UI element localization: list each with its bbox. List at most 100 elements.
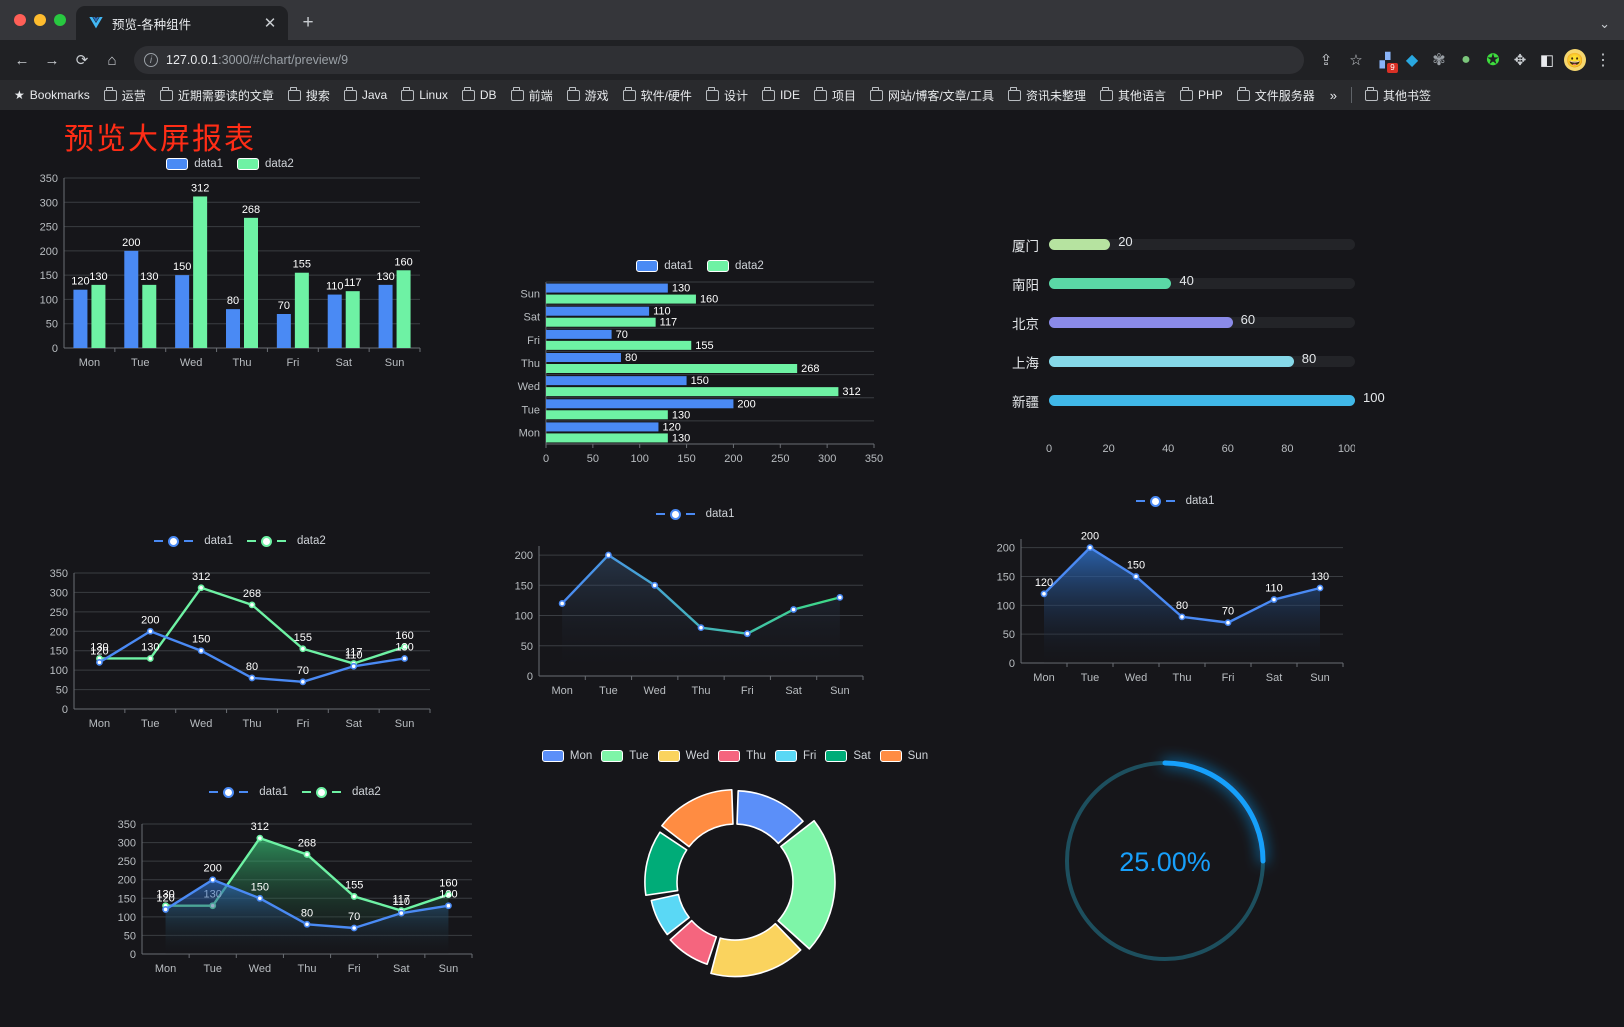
- address-bar[interactable]: i 127.0.0.1:3000/#/chart/preview/9: [134, 46, 1304, 74]
- svg-text:150: 150: [118, 893, 136, 905]
- bookmark-folder[interactable]: Java: [338, 85, 393, 105]
- svg-text:130: 130: [439, 889, 457, 901]
- legend-item-sat[interactable]: Sat: [825, 750, 871, 762]
- progress-track[interactable]: 60: [1049, 312, 1355, 328]
- back-button[interactable]: ←: [14, 51, 30, 69]
- bookmark-star-icon[interactable]: ☆: [1349, 52, 1363, 69]
- chart-gauge[interactable]: 25.00%: [1035, 735, 1295, 995]
- folder-icon: [1236, 87, 1250, 101]
- chart-area-single[interactable]: data1 0 50 100 150 200 Mon Tue Wed Thu Fri Sat Sun 1…: [985, 495, 1365, 710]
- legend-item-fri[interactable]: Fri: [774, 750, 816, 762]
- maximize-window-button[interactable]: [54, 14, 66, 26]
- progress-row[interactable]: 南阳 40: [995, 264, 1355, 303]
- browser-menu-icon[interactable]: ⋮: [1595, 52, 1611, 69]
- progress-row[interactable]: 上海 80: [995, 342, 1355, 381]
- bookmark-folder[interactable]: 资讯未整理: [1002, 84, 1092, 107]
- chart-donut-rose[interactable]: Mon Tue Wed Thu Fri Sat Sun: [541, 750, 928, 1010]
- legend-item-sun[interactable]: Sun: [879, 750, 928, 762]
- new-tab-button[interactable]: +: [302, 12, 314, 33]
- chevron-down-icon[interactable]: ⌄: [1599, 16, 1610, 31]
- bookmarks-overflow-button[interactable]: »: [1329, 87, 1337, 103]
- bookmark-label: 文件服务器: [1254, 88, 1315, 103]
- bookmarks-root[interactable]: ★ Bookmarks: [8, 85, 96, 105]
- svg-text:70: 70: [1222, 606, 1234, 618]
- bookmark-folder[interactable]: 设计: [700, 84, 754, 107]
- progress-row[interactable]: 新疆 100: [995, 381, 1385, 420]
- extension-grid-icon[interactable]: ▞ 9: [1372, 47, 1398, 73]
- chart-line-gradient[interactable]: data1 0 50 100 150 200 Mon Tue Wed Thu Fri Sat Sun: [505, 508, 885, 723]
- svg-text:Mon: Mon: [79, 357, 100, 369]
- svg-text:160: 160: [700, 294, 718, 306]
- svg-text:Tue: Tue: [203, 963, 222, 975]
- minimize-window-button[interactable]: [34, 14, 46, 26]
- chart-area-stacked[interactable]: data1 data2 0 50 100 150 200 250 300 350 Mon Tue W…: [100, 786, 490, 996]
- bookmark-folder[interactable]: 搜索: [282, 84, 336, 107]
- chart-line-two-series[interactable]: data1 data2 0 50 100 150 200 250 300 350 Mon Tue W…: [30, 535, 450, 750]
- legend-item-tue[interactable]: Tue: [601, 750, 649, 762]
- folder-icon: [1008, 87, 1021, 101]
- legend-line: [277, 540, 286, 542]
- svg-text:60: 60: [1222, 443, 1234, 455]
- reload-button[interactable]: ⟳: [75, 52, 89, 69]
- legend-item-data1[interactable]: data1: [166, 158, 223, 170]
- puzzle-icon[interactable]: ✥: [1513, 52, 1527, 69]
- bookmark-folder[interactable]: 前端: [505, 84, 559, 107]
- settings-gear-icon[interactable]: ✾: [1432, 52, 1446, 69]
- progress-track[interactable]: 80: [1049, 351, 1355, 367]
- svg-text:Fri: Fri: [348, 963, 361, 975]
- legend-item-data1[interactable]: data1: [636, 260, 693, 272]
- other-bookmarks-folder[interactable]: 其他书签: [1359, 84, 1437, 107]
- bookmark-folder[interactable]: Linux: [395, 85, 454, 105]
- circle-green-icon[interactable]: ●: [1461, 51, 1471, 68]
- bookmark-folder[interactable]: 运营: [98, 84, 152, 107]
- legend-item-data2[interactable]: data2: [302, 786, 381, 798]
- legend-item-thu[interactable]: Thu: [718, 750, 766, 762]
- bookmark-folder[interactable]: 近期需要读的文章: [154, 84, 280, 107]
- svg-text:50: 50: [521, 641, 533, 653]
- bookmark-folder[interactable]: PHP: [1174, 85, 1229, 105]
- close-tab-button[interactable]: ✕: [263, 15, 277, 32]
- bookmark-folder[interactable]: 其他语言: [1094, 84, 1172, 107]
- close-window-button[interactable]: [14, 14, 26, 26]
- avatar[interactable]: 😀: [1564, 49, 1586, 71]
- diamond-icon[interactable]: ◆: [1405, 52, 1419, 69]
- folder-icon: [287, 87, 301, 101]
- area-chart-canvas: 0 50 100 150 200 250 300 350 Mon Tue Wed Thu Fri Sat S…: [118, 819, 473, 975]
- star-outline-icon[interactable]: ✪: [1486, 52, 1500, 69]
- svg-text:200: 200: [40, 246, 58, 258]
- home-button[interactable]: ⌂: [107, 51, 117, 69]
- bookmark-folder[interactable]: 游戏: [561, 84, 615, 107]
- share-icon[interactable]: ⇪: [1319, 52, 1333, 69]
- legend-item-data2[interactable]: data2: [707, 260, 764, 272]
- bookmark-folder[interactable]: IDE: [756, 85, 806, 105]
- legend-item-data2[interactable]: data2: [247, 535, 326, 547]
- chart-bar-horizontal[interactable]: data1 data2 0 50 100 150 200 250 300 350 Sun 130 1…: [500, 260, 900, 480]
- bookmark-folder[interactable]: 文件服务器: [1231, 84, 1321, 107]
- bookmark-folder[interactable]: 项目: [808, 84, 862, 107]
- legend-item-data1[interactable]: data1: [655, 508, 734, 520]
- svg-text:130: 130: [141, 641, 159, 653]
- legend-item-wed[interactable]: Wed: [657, 750, 709, 762]
- legend-item-data2[interactable]: data2: [237, 158, 294, 170]
- sidepanel-icon[interactable]: ◧: [1539, 52, 1555, 69]
- svg-text:130: 130: [672, 409, 690, 421]
- bookmark-folder[interactable]: 网站/博客/文章/工具: [864, 84, 1000, 107]
- progress-track[interactable]: 100: [1049, 390, 1385, 406]
- progress-row[interactable]: 厦门 20: [995, 225, 1355, 264]
- site-info-icon[interactable]: i: [144, 53, 158, 67]
- chart-progress-bars[interactable]: 厦门 20 南阳 40 北京 60 上海 80 新疆 100 0 20 40 60 80…: [995, 225, 1385, 479]
- bookmark-folder[interactable]: DB: [456, 85, 503, 105]
- browser-tab[interactable]: 预览-各种组件 ✕: [76, 6, 288, 40]
- progress-track[interactable]: 20: [1049, 234, 1355, 250]
- bookmark-folder[interactable]: 软件/硬件: [617, 84, 698, 107]
- chart-bar-vertical[interactable]: data1 data2 0 50 100 150 200 250 300 350 Mon 120 1…: [20, 154, 440, 409]
- progress-row[interactable]: 北京 60: [995, 303, 1355, 342]
- bookmarks-label: Bookmarks: [29, 88, 90, 102]
- forward-button[interactable]: →: [44, 51, 60, 69]
- legend-item-mon[interactable]: Mon: [541, 750, 592, 762]
- svg-text:Wed: Wed: [190, 718, 212, 730]
- legend-item-data1[interactable]: data1: [1135, 495, 1214, 507]
- progress-track[interactable]: 40: [1049, 273, 1355, 289]
- legend-item-data1[interactable]: data1: [209, 786, 288, 798]
- legend-item-data1[interactable]: data1: [154, 535, 233, 547]
